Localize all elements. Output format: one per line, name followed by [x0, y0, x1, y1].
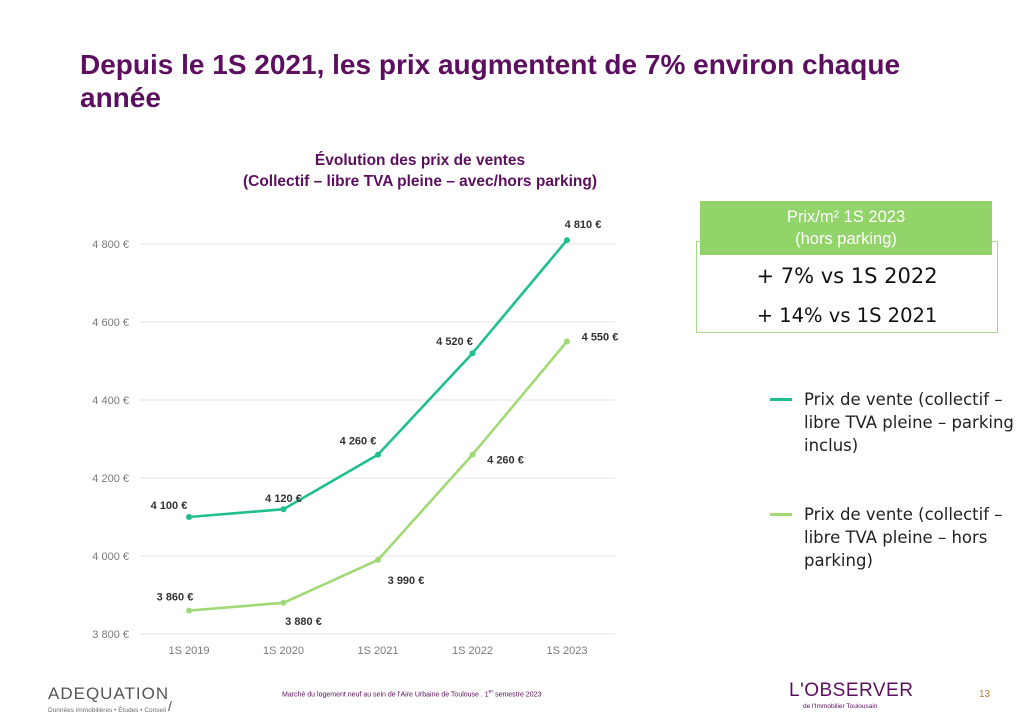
x-tick-label: 1S 2019 — [169, 645, 210, 657]
legend-label: Prix de vente (collectif – libre TVA ple… — [804, 505, 1003, 570]
x-tick-label: 1S 2023 — [547, 645, 588, 657]
kpi-header-line1: Prix/m² 1S 2023 — [786, 208, 906, 226]
series-line-1 — [188, 239, 568, 519]
observer-logo-subtitle: de l'Immobilier Toulousain — [803, 703, 878, 710]
footer-caption: Marché du logement neuf au sein de l'Air… — [282, 689, 541, 698]
data-point — [469, 451, 476, 458]
legend-label: Prix de vente (collectif – libre TVA ple… — [804, 390, 1014, 455]
y-tick-label: 4 800 € — [92, 239, 129, 251]
data-label: 3 860 € — [157, 592, 194, 604]
kpi-header-line2: (hors parking) — [795, 230, 897, 248]
data-point — [186, 607, 192, 614]
data-label: 4 260 € — [340, 436, 377, 448]
data-label: 4 260 € — [487, 455, 524, 467]
y-tick-label: 4 400 € — [92, 395, 129, 407]
chart-title-block: Évolution des prix de ventes (Collectif … — [150, 150, 690, 192]
y-tick-label: 4 200 € — [92, 473, 129, 485]
footer-caption-tail: semestre 2023 — [493, 691, 542, 699]
chart-subtitle: (Collectif – libre TVA pleine – avec/hor… — [242, 173, 597, 190]
data-point — [280, 506, 287, 513]
series-line-2 — [188, 340, 568, 612]
y-tick-label: 3 800 € — [92, 629, 129, 641]
data-label: 3 880 € — [285, 616, 322, 628]
data-label: 4 120 € — [265, 493, 302, 505]
y-tick-label: 4 600 € — [92, 317, 129, 329]
data-label: 3 990 € — [388, 575, 425, 587]
y-tick-label: 4 000 € — [92, 551, 129, 563]
kpi-two-year: + 14% vs 1S 2021 — [756, 304, 938, 327]
data-label: 4 810 € — [565, 219, 602, 231]
chart-gridlines — [140, 243, 615, 635]
adequation-tagline: Données immobilières • Études • Conseil — [48, 707, 166, 714]
chart-data-labels: 4 100 € 4 120 € 4 260 € 4 520 € 4 810 € 3 860… — [151, 219, 619, 628]
data-point — [469, 350, 476, 357]
x-tick-label: 1S 2022 — [452, 645, 493, 657]
legend-swatch — [770, 398, 792, 401]
data-point — [375, 556, 381, 563]
x-axis-ticks: 1S 2019 1S 2020 1S 2021 1S 2022 1S 2023 — [169, 645, 588, 657]
data-point — [564, 338, 570, 345]
kpi-header: Prix/m² 1S 2023 (hors parking) — [700, 201, 992, 255]
data-point — [280, 599, 287, 606]
x-tick-label: 1S 2020 — [263, 645, 304, 657]
page-number: 13 — [979, 689, 991, 700]
kpi-yoy: + 7% vs 1S 2022 — [756, 264, 938, 288]
footer-caption-sup: er — [488, 689, 494, 695]
data-point — [375, 451, 381, 458]
data-point — [186, 514, 192, 520]
data-point — [564, 237, 570, 244]
adequation-logo: ADEQUATION — [48, 684, 170, 703]
data-label: 4 520 € — [436, 336, 473, 348]
logo-slash-mark: / — [168, 698, 172, 714]
chart-title: Évolution des prix de ventes — [314, 152, 526, 169]
y-axis-ticks: 3 800 € 4 000 € 4 200 € 4 400 € 4 600 € 4 800… — [92, 239, 129, 641]
observer-logo: L'OBSERVER — [789, 680, 914, 701]
slide-title: Depuis le 1S 2021, les prix augmentent d… — [80, 49, 901, 113]
data-label: 4 100 € — [151, 500, 188, 512]
chart-series — [186, 237, 570, 614]
footer-caption-text: Marché du logement neuf au sein de l'Air… — [282, 691, 489, 699]
x-tick-label: 1S 2021 — [358, 645, 399, 657]
data-label: 4 550 € — [582, 332, 619, 344]
legend-swatch — [770, 513, 792, 516]
